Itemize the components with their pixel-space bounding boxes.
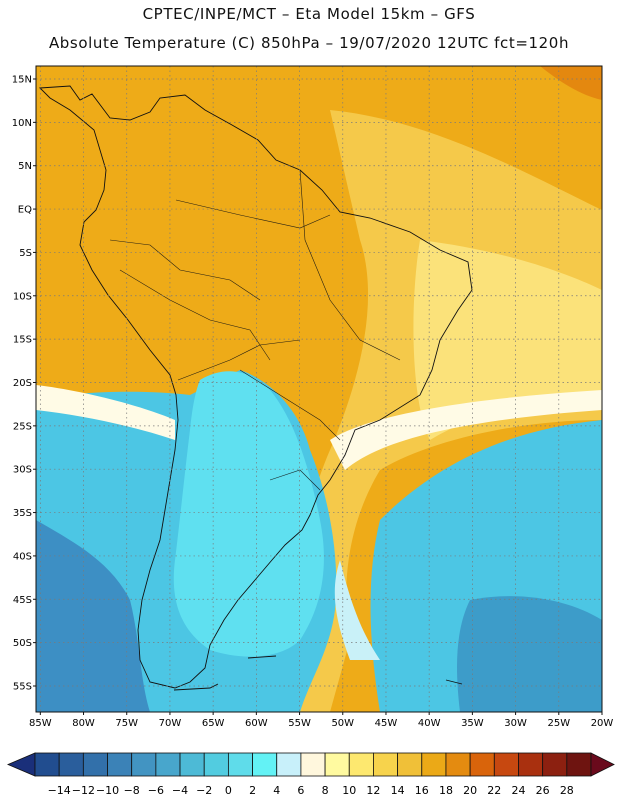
lon-label: 70W xyxy=(159,718,182,729)
colorbar-swatch xyxy=(542,752,568,777)
lat-label: 55S xyxy=(13,681,32,692)
colorbar-swatch xyxy=(300,752,326,777)
lon-label: 40W xyxy=(418,718,441,729)
lon-label: 35W xyxy=(461,718,484,729)
chart-title-line1: CPTEC/INPE/MCT – Eta Model 15km – GFS xyxy=(142,5,476,23)
colorbar-swatch xyxy=(252,752,278,777)
colorbar-swatch xyxy=(324,752,350,777)
lon-label: 60W xyxy=(245,718,268,729)
lat-label: 40S xyxy=(13,551,32,562)
lat-label: 20S xyxy=(13,378,32,389)
colorbar-tick: 24 xyxy=(511,784,525,797)
colorbar-low-arrow xyxy=(6,752,36,777)
atlantic-light-yellow xyxy=(413,240,602,440)
lat-label: EQ xyxy=(18,205,32,216)
colorbar-tick: −6 xyxy=(148,784,164,797)
map-border xyxy=(35,65,603,713)
light-cyan-patch xyxy=(334,560,380,660)
colorbar-tick: 2 xyxy=(249,784,256,797)
country-borders xyxy=(109,169,401,491)
lat-label: 25S xyxy=(13,421,32,432)
colorbar-swatch xyxy=(373,752,399,777)
latitude-labels: 15N 10N 5N EQ 5S 10S 15S 20S 25S 30S 35S 40S 45S 50S 5… xyxy=(12,75,36,692)
colorbar-swatch xyxy=(34,752,60,777)
longitude-labels: 85W 80W 75W 70W 65W 60W 55W 50W 45W 40W 35W 30W 25W 2… xyxy=(29,712,613,729)
lat-label: 10S xyxy=(13,291,32,302)
colorbar xyxy=(6,752,615,777)
lon-label: 80W xyxy=(72,718,95,729)
lat-label: 15S xyxy=(13,335,32,346)
colorbar-tick: 6 xyxy=(297,784,304,797)
colorbar-tick: −12 xyxy=(72,784,95,797)
lat-label: 35S xyxy=(13,508,32,519)
lon-label: 65W xyxy=(202,718,225,729)
deep-cold-southwest xyxy=(36,520,150,712)
lon-label: 30W xyxy=(504,718,527,729)
lat-label: 5N xyxy=(18,161,32,172)
colorbar-swatch xyxy=(445,752,471,777)
colorbar-swatch xyxy=(421,752,447,777)
colorbar-swatch xyxy=(348,752,374,777)
colorbar-swatch xyxy=(566,752,592,777)
deep-cold-southeast xyxy=(457,596,602,712)
colorbar-tick: −2 xyxy=(196,784,212,797)
lon-label: 85W xyxy=(29,718,52,729)
atlantic-transition-band xyxy=(330,390,602,470)
colorbar-swatch xyxy=(518,752,544,777)
colorbar-tick: −14 xyxy=(48,784,71,797)
lon-label: 50W xyxy=(331,718,354,729)
colorbar-swatch xyxy=(179,752,205,777)
colorbar-swatch xyxy=(227,752,253,777)
colorbar-tick: 10 xyxy=(342,784,356,797)
lat-label: 10N xyxy=(12,118,32,129)
colorbar-swatch xyxy=(469,752,495,777)
colorbar-swatch xyxy=(397,752,423,777)
colorbar-tick: −10 xyxy=(96,784,119,797)
colorbar-tick: 22 xyxy=(487,784,501,797)
lon-label: 20W xyxy=(591,718,614,729)
colorbar-tick: −4 xyxy=(172,784,188,797)
lon-label: 25W xyxy=(547,718,570,729)
colorbar-swatch xyxy=(203,752,229,777)
lon-label: 55W xyxy=(288,718,311,729)
colorbar-swatch xyxy=(82,752,108,777)
colorbar-tick: 8 xyxy=(322,784,329,797)
colorbar-swatch xyxy=(131,752,157,777)
hot-corner xyxy=(540,66,602,100)
chart-title-line2: Absolute Temperature (C) 850hPa – 19/07/… xyxy=(48,34,570,52)
lat-label: 5S xyxy=(19,248,32,259)
colorbar-tick: 28 xyxy=(560,784,574,797)
colorbar-swatch xyxy=(276,752,302,777)
colorbar-tick: 20 xyxy=(463,784,477,797)
coastlines xyxy=(38,85,473,691)
colorbar-tick: 0 xyxy=(225,784,232,797)
colorbar-tick: 16 xyxy=(415,784,429,797)
colorbar-tick: 18 xyxy=(439,784,453,797)
lat-label: 50S xyxy=(13,638,32,649)
lon-label: 45W xyxy=(375,718,398,729)
colorbar-tick: 26 xyxy=(536,784,550,797)
map-area xyxy=(36,66,602,712)
colorbar-tick: −8 xyxy=(124,784,140,797)
colorbar-high-arrow xyxy=(590,752,615,777)
colorbar-tick: 14 xyxy=(391,784,405,797)
colorbar-tick: 12 xyxy=(366,784,380,797)
lat-label: 15N xyxy=(12,75,32,86)
colorbar-swatch xyxy=(58,752,84,777)
lon-label: 75W xyxy=(115,718,138,729)
colorbar-swatch xyxy=(107,752,133,777)
colorbar-tick-labels: −14 −12 −10 −8 −6 −4 −2 0 2 4 6 8 10 12 14 16 18 20 22 24 26… xyxy=(48,784,574,797)
colorbar-swatch xyxy=(493,752,519,777)
colorbar-swatch xyxy=(155,752,181,777)
lat-label: 30S xyxy=(13,465,32,476)
cold-tongue-argentina xyxy=(173,371,324,657)
colorbar-tick: 4 xyxy=(273,784,280,797)
lat-label: 45S xyxy=(13,595,32,606)
pacific-transition-band xyxy=(36,385,175,440)
